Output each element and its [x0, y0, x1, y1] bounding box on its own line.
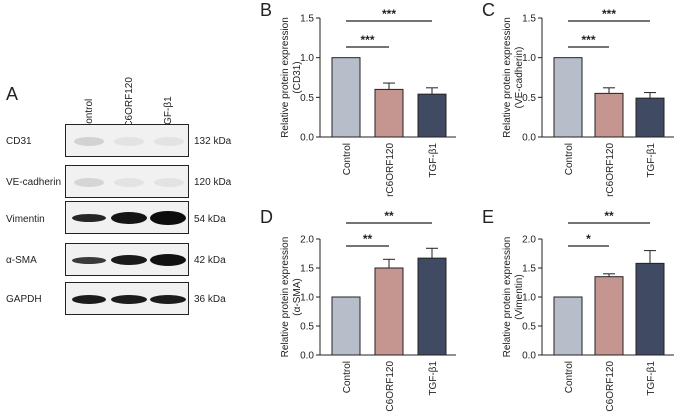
- y-tick-label: 2.0: [300, 235, 314, 246]
- blot-row-label-vimentin: Vimentin: [6, 214, 45, 225]
- significance-label: ***: [581, 33, 595, 47]
- bar-chart-b: B 0.0 0.5 1.0 1.5 Relative protein expression…: [260, 0, 456, 197]
- blot-band: [74, 137, 104, 146]
- blot-strip-vimentin: [65, 201, 189, 234]
- y-tick-label: 1.5: [300, 264, 314, 275]
- kda-label-gapdh: 36 kDa: [194, 294, 226, 305]
- blot-strip-cd31: [65, 124, 189, 157]
- y-tick-label: 0.0: [522, 351, 536, 362]
- significance-label: *: [586, 232, 591, 246]
- y-tick-label: 1.5: [522, 14, 536, 25]
- x-tick-label: rC6ORF120: [385, 143, 396, 197]
- y-tick-label: 1.0: [300, 53, 314, 64]
- y-tick-label: 1.5: [522, 264, 536, 275]
- bar-1: [594, 92, 624, 138]
- x-tick-label: Control: [342, 361, 353, 393]
- significance-label: ***: [382, 7, 396, 21]
- significance-label: **: [363, 232, 373, 246]
- y-tick-label: 1.0: [522, 293, 536, 304]
- y-axis-label-line2: (CD31): [292, 61, 303, 93]
- bar-2: [635, 97, 665, 138]
- y-tick-label: 0.0: [522, 133, 536, 144]
- y-tick-label: 1.0: [522, 53, 536, 64]
- significance-label: **: [604, 209, 614, 223]
- bar-2: [635, 262, 665, 356]
- bar-0: [553, 296, 583, 356]
- blot-row-label-gapdh: GAPDH: [6, 294, 42, 305]
- blot-band: [72, 214, 106, 222]
- y-tick-label: 2.0: [522, 235, 536, 246]
- y-tick-label: 0.5: [522, 322, 536, 333]
- blot-row-label-ve-cadherin: VE-cadherin: [6, 177, 62, 188]
- y-tick-label: 0.5: [522, 93, 536, 104]
- y-axis-label-line1: Relative protein expression: [280, 237, 291, 358]
- x-tick-label: rC6ORF120: [385, 361, 396, 412]
- significance-label: **: [384, 209, 394, 223]
- blot-band: [111, 255, 147, 265]
- bar-1: [374, 88, 404, 138]
- x-tick-label: TGF-β1: [428, 361, 439, 396]
- y-axis-label-line1: Relative protein expression: [502, 17, 513, 138]
- kda-label-ve-cadherin: 120 kDa: [194, 177, 232, 188]
- bar-chart-d: D 0.0 0.5 1.0 1.5 2.0 Relative protein express…: [260, 207, 456, 412]
- y-axis-label-line2: (VE-cadherin): [514, 47, 525, 109]
- blot-band: [72, 257, 106, 264]
- x-tick-label: rC6ORF120: [605, 143, 616, 197]
- y-tick-label: 0.5: [300, 322, 314, 333]
- panel-letter: D: [260, 207, 273, 227]
- blot-band: [114, 137, 144, 146]
- bar-2: [417, 93, 447, 138]
- blot-band: [114, 178, 144, 187]
- x-tick-label: Control: [564, 361, 575, 393]
- kda-label-alpha-sma: 42 kDa: [194, 255, 226, 266]
- bar-0: [553, 57, 583, 138]
- panel-letter: C: [482, 0, 495, 20]
- significance-label: ***: [602, 7, 616, 21]
- y-tick-label: 0.0: [300, 351, 314, 362]
- panel-letter: B: [260, 0, 272, 20]
- y-axis-label-line1: Relative protein expression: [280, 17, 291, 138]
- significance-label: ***: [360, 33, 374, 47]
- bar-chart-e: E 0.0 0.5 1.0 1.5 2.0 Relative protein express…: [482, 207, 674, 412]
- blot-strip-ve-cadherin: [65, 165, 189, 198]
- blot-band: [154, 178, 184, 187]
- panel-letter-a: A: [6, 84, 19, 104]
- x-tick-label: Control: [342, 143, 353, 175]
- panel-letter: E: [482, 207, 494, 227]
- kda-label-vimentin: 54 kDa: [194, 214, 226, 225]
- x-tick-label: TGF-β1: [646, 361, 657, 396]
- y-tick-label: 0.0: [300, 133, 314, 144]
- y-tick-label: 0.5: [300, 93, 314, 104]
- blot-band: [150, 295, 186, 304]
- kda-label-cd31: 132 kDa: [194, 136, 232, 147]
- blot-band: [111, 295, 147, 304]
- blot-band: [150, 211, 186, 225]
- blot-band: [111, 212, 147, 224]
- bar-chart-c: C 0.0 0.5 1.0 1.5 Relative protein expression…: [482, 0, 674, 197]
- bar-0: [331, 57, 361, 138]
- y-axis-label-line2: (α-SMA): [292, 278, 303, 315]
- bar-0: [331, 296, 361, 356]
- blot-band: [74, 178, 104, 187]
- bar-1: [374, 267, 404, 356]
- y-tick-label: 1.0: [300, 293, 314, 304]
- blot-row-label-alpha-sma: α-SMA: [6, 255, 37, 266]
- bar-1: [594, 276, 624, 356]
- blot-band: [72, 295, 106, 304]
- x-tick-label: TGF-β1: [646, 143, 657, 178]
- lane-label-rc6orf120: rC6ORF120: [124, 77, 135, 131]
- x-tick-label: rC6ORF120: [605, 361, 616, 412]
- x-tick-label: TGF-β1: [428, 143, 439, 178]
- y-axis-label-line1: Relative protein expression: [502, 237, 513, 358]
- y-tick-label: 1.5: [300, 14, 314, 25]
- y-axis-label-line2: (Vimentin): [514, 274, 525, 319]
- blot-strip-alpha-sma: [65, 243, 189, 276]
- blot-row-label-cd31: CD31: [6, 136, 32, 147]
- blot-band: [150, 254, 186, 266]
- bar-2: [417, 257, 447, 356]
- x-tick-label: Control: [564, 143, 575, 175]
- blot-strip-gapdh: [65, 282, 189, 315]
- blot-band: [154, 137, 184, 146]
